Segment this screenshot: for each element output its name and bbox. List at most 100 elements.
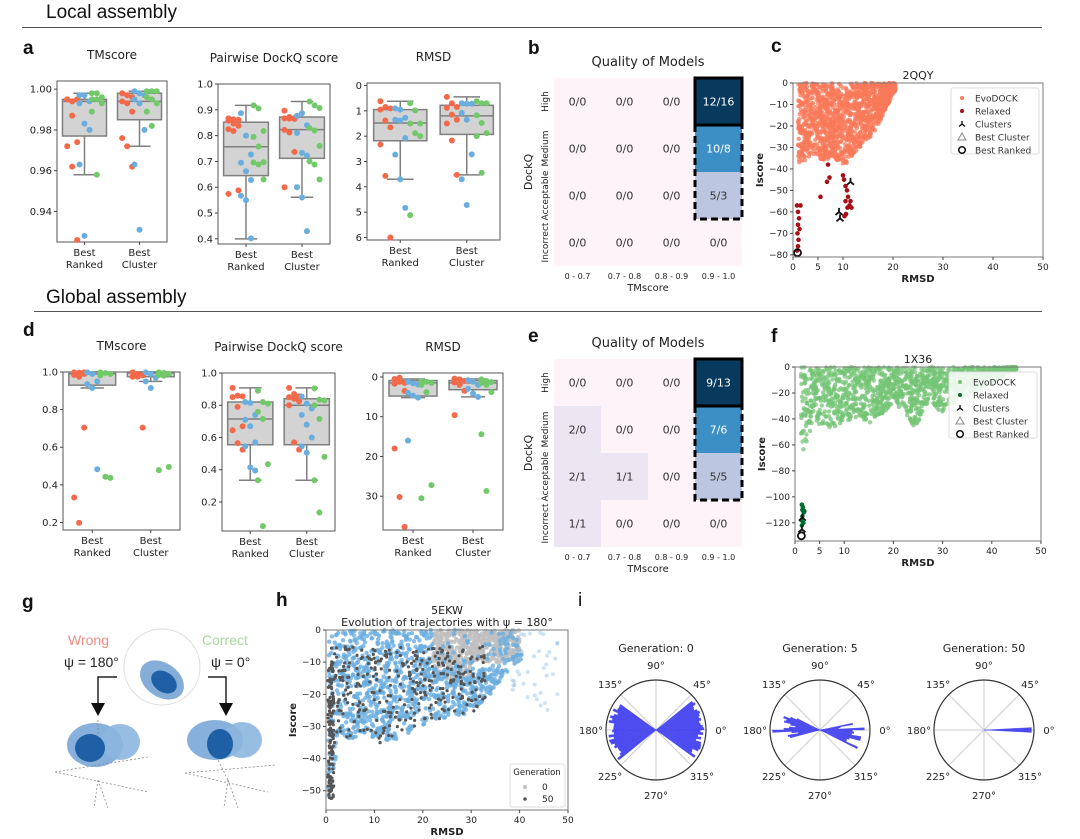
intermediate-point — [335, 682, 340, 688]
data-point — [392, 151, 399, 158]
data-point — [478, 431, 485, 438]
data-point — [248, 151, 254, 158]
evodock-point — [917, 412, 922, 417]
data-point — [247, 399, 254, 406]
cluster-marker — [797, 525, 806, 533]
evodock-point — [823, 394, 829, 399]
relaxed-point — [795, 243, 801, 249]
y-tick-label: 3 — [356, 157, 362, 168]
evodock-point — [804, 400, 810, 405]
evodock-point — [921, 380, 926, 386]
data-point — [311, 161, 318, 168]
relaxed-point — [795, 222, 801, 228]
x-tick-label: Ranked — [394, 548, 431, 559]
heatmap-cell-label: 0/0 — [663, 518, 681, 531]
data-point — [252, 467, 259, 474]
panel-letter-h: h — [276, 590, 288, 611]
evodock-point — [837, 99, 842, 105]
data-point — [93, 96, 100, 103]
x-tick-label: Ranked — [382, 258, 419, 269]
chart-a-dockq: Pairwise DockQ score0.40.50.60.70.80.91.… — [197, 51, 338, 273]
intermediate-point — [491, 685, 496, 690]
data-point — [463, 116, 470, 123]
y-tick-label: −70 — [769, 229, 788, 239]
heatmap-cell-label: 0/0 — [616, 237, 634, 250]
evodock-point — [801, 406, 807, 411]
evodock-point — [867, 114, 873, 120]
correct-angle-label: ψ = 0° — [211, 654, 251, 670]
data-point — [478, 379, 485, 386]
data-point — [243, 132, 249, 139]
data-point — [391, 375, 398, 382]
y-tick-label: 0.98 — [30, 125, 52, 136]
data-point — [418, 495, 425, 502]
data-point — [64, 96, 71, 103]
data-point — [407, 120, 414, 127]
data-point — [119, 90, 126, 97]
data-point — [255, 105, 262, 112]
evodock-point — [862, 411, 867, 416]
data-point — [392, 116, 399, 123]
evodock-point — [835, 139, 840, 144]
y-tick-label: 0 — [372, 372, 378, 383]
y-tick-label: Incorrect — [541, 222, 551, 262]
heatmap-cell-label: 0/0 — [663, 96, 681, 109]
evodock-point — [981, 367, 986, 372]
evodock-point — [892, 385, 897, 391]
data-point — [443, 120, 450, 127]
data-point — [417, 120, 424, 127]
evodock-point — [871, 378, 876, 383]
evodock-point — [834, 393, 840, 398]
intermediate-point — [514, 637, 520, 643]
evodock-point — [912, 369, 918, 375]
evodock-point — [836, 154, 842, 159]
intermediate-point — [418, 677, 423, 682]
x-axis-label: RMSD — [901, 274, 934, 285]
legend-label: Relaxed — [973, 392, 1009, 402]
x-tick-label: Best — [73, 248, 95, 259]
y-tick-label: 1 — [356, 106, 362, 117]
evodock-point — [804, 432, 809, 437]
evodock-point — [867, 403, 872, 408]
data-point — [391, 380, 398, 387]
intermediate-point — [340, 638, 346, 643]
evodock-point — [869, 411, 874, 417]
evodock-point — [847, 103, 852, 109]
evodock-point — [842, 119, 848, 124]
evodock-point — [810, 123, 815, 128]
heatmap-cell-label: 10/8 — [706, 143, 731, 156]
data-point — [478, 169, 485, 176]
evodock-point — [853, 414, 858, 420]
intermediate-point — [352, 648, 358, 653]
evodock-point — [806, 418, 812, 424]
evodock-point — [864, 390, 870, 395]
intermediate-point — [428, 692, 434, 698]
x-tick-label: 0.9 - 1.0 — [702, 272, 735, 281]
heatmap-cell-label: 1/1 — [569, 518, 587, 531]
intermediate-point — [389, 635, 394, 641]
evodock-point — [947, 367, 952, 372]
evodock-point — [823, 97, 828, 103]
data-point — [89, 384, 96, 391]
x-tick-label: 40 — [986, 547, 998, 557]
data-point — [377, 141, 384, 148]
intermediate-point — [339, 683, 345, 688]
data-point — [407, 100, 414, 107]
data-point — [74, 139, 81, 146]
section-divider — [22, 27, 1042, 28]
y-axis-label: Iscore — [755, 153, 766, 187]
data-point — [260, 127, 267, 134]
intermediate-point — [421, 722, 426, 727]
y-tick-label: Acceptable — [541, 170, 551, 220]
intermediate-point — [386, 660, 392, 666]
intermediate-point — [486, 690, 492, 696]
evodock-point — [937, 398, 942, 404]
data-point — [131, 161, 138, 168]
evodock-point — [829, 389, 834, 394]
heatmap-cell-label: 0/0 — [616, 143, 634, 156]
y-tick-label: High — [541, 372, 551, 393]
highlight-medium-acceptable — [693, 404, 744, 502]
evodock-point — [944, 384, 949, 390]
section-title-local: Local assembly — [46, 2, 177, 23]
